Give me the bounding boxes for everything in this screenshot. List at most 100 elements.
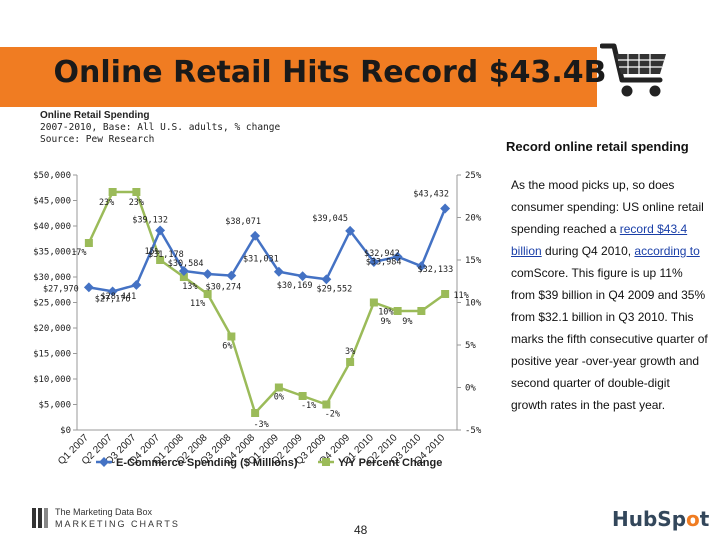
chart-title: Online Retail Spending	[40, 110, 150, 121]
left-tick-label: $35,000	[33, 248, 71, 258]
yoy-data-label: -2%	[325, 410, 340, 420]
left-tick-label: $25,000	[33, 299, 71, 309]
spending-point	[440, 203, 451, 214]
legend-spending-label: E-Commerce Spending ($ Millions)	[116, 457, 298, 469]
yoy-point	[274, 383, 283, 392]
yoy-data-label: -1%	[301, 401, 316, 411]
yoy-data-label: 9%	[381, 317, 391, 327]
spending-point	[416, 261, 427, 272]
yoy-point	[203, 290, 212, 298]
yoy-point	[417, 307, 426, 315]
yoy-point	[346, 358, 355, 366]
spending-data-label: $31,178	[148, 250, 184, 260]
yoy-point	[84, 239, 93, 247]
right-tick-label: 15%	[465, 256, 482, 266]
spending-point	[155, 225, 166, 236]
yoy-data-label: 13%	[182, 282, 197, 292]
yoy-data-label: 15%	[144, 247, 159, 257]
yoy-point	[179, 273, 188, 281]
side-text-1: As the mood picks up, so does consumer s…	[511, 178, 704, 236]
record-link[interactable]: record $43.4 billion	[511, 222, 688, 258]
spending-data-label: $30,274	[205, 283, 241, 293]
yoy-point	[322, 400, 331, 409]
yoy-point	[156, 256, 165, 264]
comscore-link[interactable]: according to	[634, 244, 700, 258]
footer-source-name: The Marketing Data Box	[55, 507, 153, 517]
legend-yoy-swatch-marker	[322, 458, 330, 466]
side-text-3: comScore. This figure is up 11% from $39…	[511, 266, 708, 412]
spending-point	[368, 257, 379, 267]
spending-point	[226, 270, 237, 281]
spending-data-label: $38,071	[225, 217, 261, 227]
marketing-data-box-logo	[32, 508, 48, 528]
spending-line	[88, 208, 447, 293]
spending-data-label: $39,132	[132, 215, 168, 225]
spending-data-label: $29,552	[316, 284, 352, 294]
right-tick-label: -5%	[465, 426, 482, 436]
yoy-point	[251, 409, 260, 417]
yoy-data-label: 6%	[222, 342, 232, 352]
side-text-2: during Q4 2010,	[541, 244, 635, 258]
hubspot-logo: HubSpot	[612, 507, 709, 531]
spending-point	[250, 230, 261, 241]
spending-data-label: $28,441	[100, 292, 136, 302]
spending-point	[392, 251, 403, 262]
spending-point	[345, 225, 356, 236]
left-tick-label: $20,000	[33, 324, 71, 334]
yoy-point	[108, 188, 117, 196]
yoy-point	[393, 307, 402, 315]
spending-point	[273, 266, 284, 277]
yoy-data-label: 3%	[345, 347, 355, 357]
yoy-data-label: 9%	[402, 317, 412, 327]
chart-header: Online Retail Spending 2007-2010, Base: …	[40, 110, 280, 146]
yoy-data-label: 23%	[99, 198, 114, 208]
yoy-data-label: 10%	[378, 308, 393, 318]
yoy-point	[227, 332, 236, 341]
right-tick-label: 20%	[465, 214, 482, 224]
spending-point	[297, 271, 308, 282]
hubspot-logo-pre: HubSp	[612, 507, 687, 531]
page-number: 48	[354, 523, 368, 537]
spending-point	[83, 282, 94, 293]
yoy-data-label: 11%	[190, 299, 205, 309]
spending-point	[178, 266, 189, 276]
yoy-data-label: 11%	[453, 291, 468, 301]
spending-data-label: $33,984	[366, 258, 402, 268]
chart-subtitle: 2007-2010, Base: All U.S. adults, % chan…	[40, 122, 281, 133]
yoy-point	[369, 298, 378, 307]
yoy-data-label: 0%	[274, 393, 284, 403]
spending-data-label: $27,176	[95, 294, 131, 304]
left-tick-label: $50,000	[33, 171, 71, 181]
spending-data-label: $30,584	[168, 259, 204, 269]
shopping-cart-icon	[600, 43, 666, 97]
spending-data-label: $31,031	[243, 255, 279, 265]
left-tick-label: $30,000	[33, 273, 71, 283]
yoy-data-label: 23%	[129, 198, 144, 208]
right-tick-label: 5%	[465, 341, 476, 351]
left-tick-label: $40,000	[33, 222, 71, 232]
spending-data-label: $27,970	[43, 284, 79, 294]
spending-point	[321, 274, 332, 285]
spending-data-label: $39,045	[312, 214, 348, 224]
right-tick-label: 0%	[465, 384, 476, 394]
spending-data-label: $43,432	[413, 189, 449, 199]
left-tick-label: $10,000	[33, 375, 71, 385]
spending-data-label: $32,942	[364, 249, 400, 259]
side-description: As the mood picks up, so does consumer s…	[511, 174, 709, 416]
spending-point	[131, 280, 142, 290]
right-tick-label: 25%	[465, 171, 482, 181]
left-tick-label: $15,000	[33, 350, 71, 360]
right-tick-label: 10%	[465, 299, 482, 309]
left-tick-label: $45,000	[33, 197, 71, 207]
footer-brand: MARKETING CHARTS	[55, 519, 180, 529]
left-tick-label: $0	[60, 426, 71, 436]
record-label: Record online retail spending	[506, 139, 689, 154]
slide-title: Online Retail Hits Record $43.4B	[53, 55, 607, 90]
yoy-change-line	[87, 190, 446, 416]
yoy-data-label: 17%	[71, 248, 86, 258]
hubspot-logo-post: t	[699, 507, 710, 531]
left-tick-label: $5,000	[38, 401, 71, 411]
spending-point	[202, 269, 213, 279]
spending-data-label: $32,133	[417, 265, 453, 275]
